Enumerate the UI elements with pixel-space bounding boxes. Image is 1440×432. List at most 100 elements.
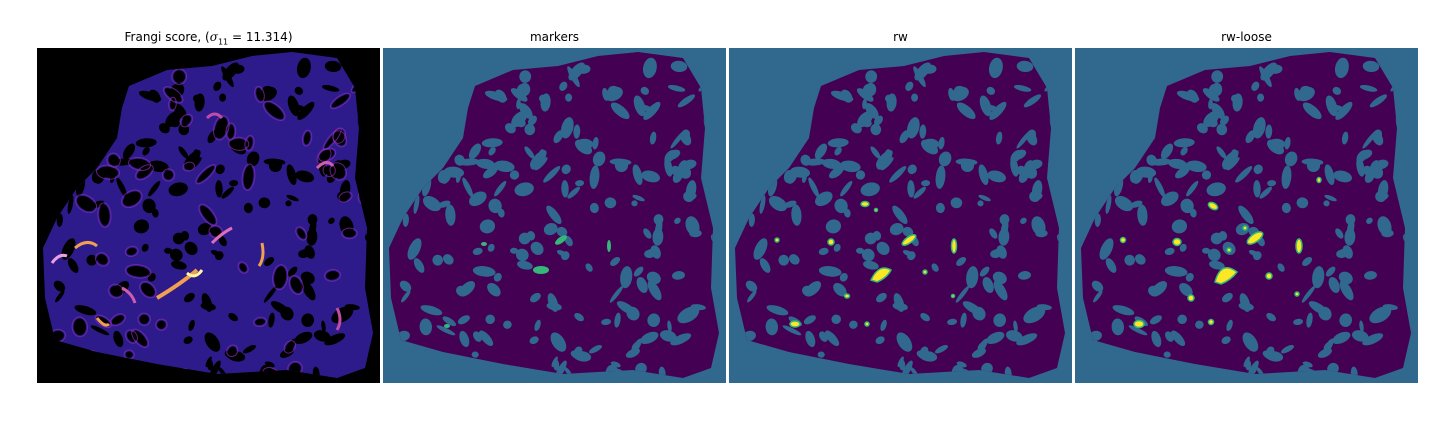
texture-hole <box>1253 180 1261 198</box>
texture-hole <box>546 205 562 224</box>
texture-hole <box>1369 306 1392 324</box>
texture-hole <box>126 247 137 256</box>
texture-hole <box>163 170 174 180</box>
texture-hole <box>479 330 494 347</box>
texture-hole <box>801 170 808 184</box>
texture-hole <box>1251 81 1260 92</box>
texture-hole <box>157 320 166 329</box>
texture-hole <box>1099 238 1114 260</box>
texture-hole <box>1362 60 1380 73</box>
texture-hole <box>850 123 862 134</box>
texture-hole <box>483 166 498 179</box>
texture-hole <box>1031 216 1046 236</box>
texture-hole <box>589 202 599 214</box>
texture-hole <box>142 198 156 214</box>
texture-hole <box>221 186 234 199</box>
texture-hole <box>188 319 195 331</box>
texture-hole <box>856 88 874 102</box>
texture-hole <box>1010 157 1019 177</box>
texture-hole <box>831 314 841 325</box>
texture-hole <box>125 351 133 358</box>
texture-hole <box>1202 88 1220 102</box>
texture-hole <box>561 164 571 175</box>
texture-hole <box>1111 318 1125 336</box>
texture-hole <box>1300 85 1314 97</box>
texture-hole <box>301 313 315 327</box>
texture-hole <box>530 241 544 256</box>
texture-hole <box>747 290 757 303</box>
texture-hole <box>1180 198 1194 214</box>
texture-hole <box>1105 195 1112 214</box>
texture-hole <box>1296 197 1309 209</box>
texture-hole <box>906 117 920 139</box>
texture-hole <box>643 101 661 120</box>
texture-hole <box>213 81 222 92</box>
texture-rim <box>128 156 152 171</box>
texture-rim <box>262 100 286 121</box>
texture-hole <box>243 202 253 214</box>
texture-hole <box>808 177 820 198</box>
texture-hole <box>570 350 590 362</box>
texture-hole <box>481 138 503 148</box>
texture-hole <box>1189 208 1197 218</box>
texture-rim <box>137 312 151 327</box>
texture-hole <box>998 228 1010 246</box>
texture-hole <box>784 200 797 208</box>
texture-hole <box>1221 336 1231 345</box>
texture-hole <box>183 336 193 345</box>
texture-hole <box>294 86 304 95</box>
texture-hole <box>843 208 851 218</box>
texture-hole <box>632 164 643 185</box>
texture-hole <box>76 196 96 212</box>
texture-hole <box>1325 95 1338 117</box>
texture-hole <box>818 266 842 277</box>
texture-hole <box>819 331 828 342</box>
texture-hole <box>287 95 300 117</box>
texture-hole <box>999 214 1010 225</box>
texture-hole <box>649 131 657 145</box>
texture-hole <box>1377 216 1392 236</box>
texture-hole <box>1134 254 1146 265</box>
texture-hole <box>664 157 673 177</box>
texture-hole <box>173 70 186 83</box>
texture-hole <box>791 204 802 226</box>
texture-hole <box>1112 305 1135 316</box>
texture-rim <box>121 189 143 209</box>
texture-hole <box>229 180 239 187</box>
texture-hole <box>818 247 829 256</box>
texture-hole <box>1306 158 1321 173</box>
texture-rim <box>253 316 268 328</box>
texture-hole <box>839 160 861 173</box>
texture-hole <box>1364 271 1377 280</box>
texture-hole <box>604 197 617 209</box>
texture-hole <box>589 165 600 189</box>
texture-hole <box>472 247 483 256</box>
texture-hole <box>1161 191 1179 207</box>
texture-hole <box>1211 70 1224 83</box>
texture-hole <box>947 318 958 326</box>
texture-hole <box>1260 62 1277 81</box>
texture-hole <box>916 350 936 362</box>
texture-hole <box>313 330 331 342</box>
texture-hole <box>197 223 212 236</box>
texture-rim <box>322 163 336 178</box>
texture-hole <box>1356 157 1365 177</box>
texture-rim <box>106 152 121 168</box>
texture-hole <box>880 319 887 331</box>
texture-hole <box>74 305 97 316</box>
texture-hole <box>1281 345 1294 354</box>
texture-hole <box>413 195 420 214</box>
texture-hole <box>487 243 495 252</box>
texture-hole <box>782 325 802 336</box>
texture-hole <box>631 200 638 207</box>
texture-hole <box>1168 158 1188 169</box>
texture-hole <box>488 146 496 156</box>
texture-hole <box>1206 182 1226 197</box>
texture-hole <box>126 266 150 277</box>
texture-hole <box>285 200 292 207</box>
texture-hole <box>306 228 318 246</box>
texture-hole <box>670 60 688 73</box>
texture-hole <box>667 320 672 333</box>
texture-hole <box>67 258 79 273</box>
texture-hole <box>1332 86 1342 95</box>
